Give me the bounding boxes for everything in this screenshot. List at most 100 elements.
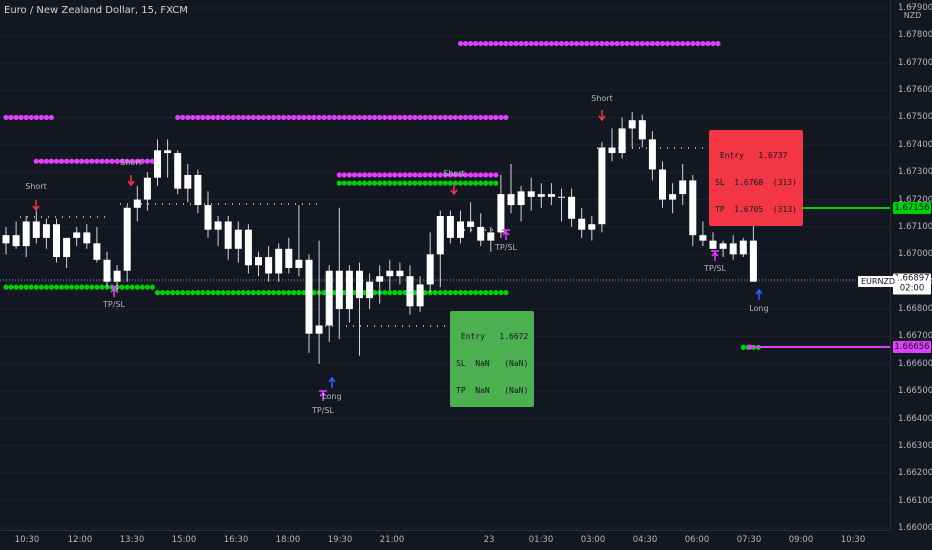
time-tick-label: 12:00 bbox=[67, 535, 93, 545]
resistance-dot bbox=[281, 114, 287, 121]
candle-body bbox=[436, 216, 444, 255]
resistance-dot bbox=[185, 114, 191, 121]
resistance-dot bbox=[680, 40, 686, 47]
resistance-dot bbox=[175, 114, 181, 121]
resistance-dot bbox=[387, 172, 393, 178]
resistance-dot bbox=[508, 40, 514, 47]
support-dot bbox=[195, 290, 201, 296]
candle-body bbox=[628, 120, 636, 129]
short-label: Short bbox=[120, 158, 142, 167]
time-tick-label: 13:30 bbox=[119, 535, 145, 545]
resistance-dot bbox=[331, 114, 337, 121]
candle-body bbox=[739, 240, 747, 255]
resistance-dot bbox=[624, 40, 630, 47]
resistance-dot bbox=[437, 172, 443, 178]
support-dot bbox=[301, 290, 307, 296]
resistance-dot bbox=[427, 114, 433, 121]
support-dot bbox=[271, 290, 277, 296]
support-dot bbox=[372, 180, 378, 186]
resistance-dot bbox=[33, 158, 39, 164]
tpsl-label: TP/SL bbox=[495, 243, 517, 252]
price-tick-label: 1.66300 bbox=[898, 440, 932, 451]
candle-body bbox=[265, 257, 273, 274]
support-dot bbox=[235, 290, 241, 296]
resistance-dot bbox=[220, 114, 226, 121]
resistance-dot bbox=[452, 172, 458, 178]
resistance-dot bbox=[563, 40, 570, 47]
candle-body bbox=[255, 257, 262, 266]
resistance-dot bbox=[255, 114, 262, 121]
candle-body bbox=[578, 218, 586, 230]
resistance-dot bbox=[89, 158, 95, 164]
resistance-dot bbox=[397, 114, 403, 121]
resistance-dot bbox=[367, 172, 373, 178]
resistance-dot bbox=[361, 172, 368, 178]
resistance-dot bbox=[488, 40, 494, 47]
price-axis[interactable] bbox=[890, 0, 932, 530]
candle-body bbox=[325, 270, 333, 326]
resistance-dot bbox=[260, 114, 267, 121]
support-dot bbox=[281, 290, 287, 296]
time-tick-label: 18:00 bbox=[275, 535, 301, 545]
support-dot bbox=[286, 290, 292, 296]
resistance-dot bbox=[589, 40, 595, 47]
tpsl-marker-icon bbox=[319, 390, 327, 401]
resistance-dot bbox=[250, 114, 256, 121]
currency-code: NZD bbox=[903, 11, 922, 20]
resistance-dot bbox=[700, 40, 706, 47]
resistance-dot bbox=[306, 114, 312, 121]
resistance-dot bbox=[538, 40, 544, 47]
price-tick-label: 1.67600 bbox=[898, 85, 932, 96]
resistance-dot bbox=[417, 172, 423, 178]
resistance-dot bbox=[468, 114, 474, 121]
resistance-dot bbox=[528, 40, 534, 47]
resistance-dot bbox=[402, 114, 408, 121]
resistance-dot bbox=[432, 114, 438, 121]
resistance-dot bbox=[513, 40, 519, 47]
lower-target-dot bbox=[747, 344, 753, 350]
tpsl-marker-icon bbox=[502, 229, 510, 240]
resistance-dot bbox=[644, 40, 650, 47]
support-dot bbox=[432, 290, 438, 296]
candle-body bbox=[335, 270, 343, 310]
resistance-dot bbox=[422, 172, 428, 178]
resistance-dot bbox=[200, 114, 206, 121]
support-dot bbox=[170, 290, 176, 296]
candle-body bbox=[285, 248, 293, 268]
long-label: Long bbox=[322, 392, 342, 401]
support-dot bbox=[129, 284, 135, 290]
candlestick-chart[interactable] bbox=[0, 0, 890, 530]
resistance-dot bbox=[478, 40, 484, 47]
candle-body bbox=[194, 174, 202, 206]
support-dot bbox=[260, 290, 267, 296]
support-dot bbox=[402, 290, 408, 296]
resistance-dot bbox=[457, 172, 464, 178]
sl-value: 1.6768 bbox=[734, 178, 764, 187]
support-dot bbox=[407, 180, 413, 186]
time-axis[interactable] bbox=[0, 530, 890, 550]
resistance-dot bbox=[79, 158, 85, 164]
support-dot bbox=[493, 290, 499, 296]
support-dot bbox=[69, 284, 75, 290]
short-arrow-icon bbox=[32, 200, 40, 212]
chart-area[interactable] bbox=[0, 0, 890, 530]
sl-pips: (313) bbox=[772, 178, 797, 187]
support-dot bbox=[462, 290, 469, 296]
resistance-dot bbox=[291, 114, 297, 121]
resistance-dot bbox=[361, 114, 368, 121]
resistance-dot bbox=[483, 114, 489, 121]
tpsl-label: TP/SL bbox=[704, 264, 726, 273]
resistance-dot bbox=[58, 158, 65, 164]
support-dot bbox=[311, 290, 317, 296]
candle-body bbox=[648, 139, 656, 170]
support-dot bbox=[503, 290, 509, 296]
long-entry-row: Entry 1.6672 bbox=[456, 332, 528, 341]
time-tick-label: 21:00 bbox=[379, 535, 405, 545]
support-dot bbox=[185, 290, 191, 296]
candle-body bbox=[659, 169, 666, 200]
support-dot bbox=[48, 284, 55, 290]
time-tick-label: 01:30 bbox=[528, 535, 554, 545]
candle-body bbox=[356, 270, 363, 299]
resistance-dot bbox=[326, 114, 332, 121]
candle-body bbox=[214, 221, 222, 230]
